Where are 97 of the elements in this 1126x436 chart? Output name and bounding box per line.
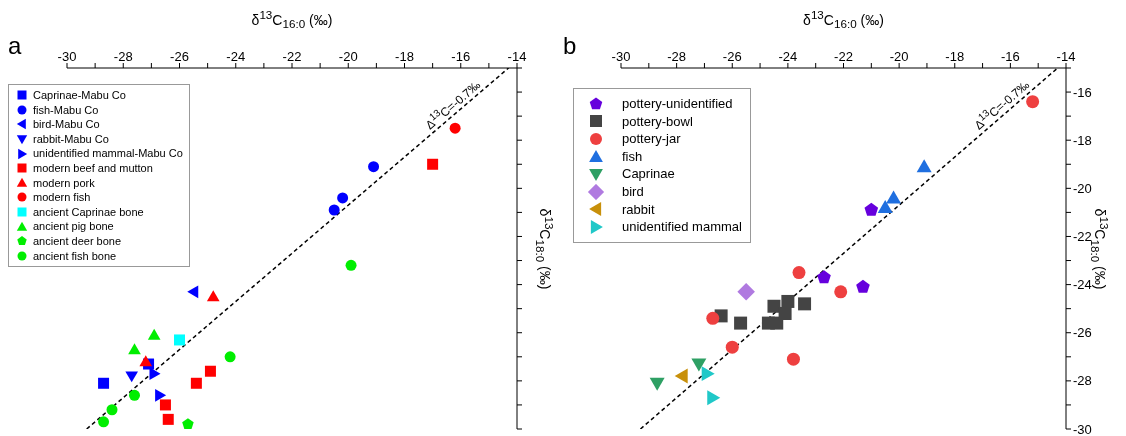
point: [767, 299, 781, 313]
legend-label: unidentified mammal: [622, 218, 742, 236]
x-tick-label: -26: [170, 49, 189, 64]
y-tick-label: -28: [1073, 373, 1092, 389]
point: [706, 311, 720, 325]
legend-label: pottery-unidentified: [622, 95, 733, 113]
x-tick-label: -30: [611, 49, 631, 64]
legend-label: ancient Caprinae bone: [33, 204, 144, 220]
point: [187, 285, 199, 299]
point: [427, 158, 439, 170]
point: [834, 285, 848, 299]
point: [737, 283, 755, 301]
x-tick-label: -22: [282, 49, 302, 64]
legend-label: Caprinae: [622, 165, 675, 183]
chart-title: a: [8, 32, 22, 60]
x-axis-title: δ$^{13}$C$_{16:0}$ (‰): [802, 8, 885, 31]
point: [734, 316, 748, 330]
legend-label: ancient pig bone: [33, 219, 114, 234]
point: [864, 202, 879, 216]
x-tick-label: -28: [113, 49, 133, 64]
y-tick-label: -26: [1073, 325, 1092, 341]
point: [916, 159, 932, 173]
point: [206, 290, 220, 302]
point: [155, 388, 167, 402]
legend-label: bird: [622, 182, 644, 201]
legend-label: modern beef and mutton: [33, 160, 153, 176]
point: [786, 352, 800, 366]
y-tick-label: -16: [1073, 84, 1092, 100]
point: [147, 328, 161, 340]
point: [106, 404, 118, 416]
point: [856, 279, 870, 293]
point: [159, 399, 171, 411]
x-tick-label: -18: [945, 49, 965, 64]
x-axis-title: δ$^{13}$C$_{16:0}$ (‰): [250, 8, 334, 31]
legend-label: fish: [622, 147, 643, 166]
legend-label: pottery-bowl: [622, 112, 693, 131]
legend-label: unidentified mammal-Mabu Co: [33, 146, 183, 161]
point: [368, 161, 380, 173]
y-tick-label: -20: [1073, 180, 1092, 196]
point: [817, 270, 831, 284]
point: [886, 190, 902, 204]
point: [337, 192, 349, 204]
point: [781, 294, 795, 308]
point: [174, 334, 185, 346]
point: [204, 365, 216, 377]
x-tick-label: -20: [338, 49, 358, 64]
chart-title: b: [563, 32, 577, 60]
point: [98, 377, 110, 389]
legend-label: pottery-jar: [622, 130, 681, 148]
x-tick-label: -20: [889, 49, 909, 64]
point: [129, 389, 140, 401]
x-tick-label: -26: [722, 49, 742, 64]
point: [792, 266, 806, 280]
point: [707, 390, 721, 406]
point: [798, 297, 812, 311]
point: [224, 351, 236, 363]
x-tick-label: -28: [667, 49, 687, 64]
point: [770, 316, 784, 330]
point: [98, 416, 110, 428]
point: [125, 371, 139, 383]
x-tick-label: -18: [395, 49, 414, 64]
point: [449, 122, 461, 134]
point: [649, 377, 665, 391]
point: [182, 418, 194, 429]
point: [877, 200, 893, 214]
point: [725, 340, 739, 354]
y-tick-label: -24: [1073, 277, 1092, 293]
x-tick-label: -30: [57, 49, 77, 64]
legend-label: Caprinae-Mabu Co: [33, 88, 126, 103]
point: [691, 358, 707, 372]
legend-label: fish-Mabu Co: [33, 102, 99, 118]
y-tick-label: -18: [1073, 132, 1092, 148]
x-tick-label: -14: [1056, 49, 1076, 64]
point: [162, 413, 174, 425]
point: [778, 306, 792, 320]
y-tick-label: -30: [1073, 421, 1092, 436]
y-tick-label: -22: [1073, 229, 1092, 245]
point: [139, 355, 153, 367]
point: [674, 368, 688, 384]
x-tick-label: -14: [507, 49, 527, 64]
point: [328, 204, 340, 216]
x-tick-label: -16: [1000, 49, 1020, 64]
point: [190, 377, 202, 389]
legend-label: ancient deer bone: [33, 233, 122, 249]
point: [345, 259, 357, 271]
legend-label: modern fish: [33, 190, 91, 205]
legend-label: ancient fish bone: [33, 248, 117, 264]
x-tick-label: -22: [834, 49, 853, 64]
point: [128, 343, 141, 355]
legend-label: rabbit: [622, 200, 655, 219]
point: [701, 366, 715, 382]
legend-label: rabbit-Mabu Co: [33, 131, 109, 147]
legend-label: modern pork: [33, 175, 95, 191]
x-tick-label: -24: [778, 49, 798, 64]
x-tick-label: -24: [226, 49, 246, 64]
x-tick-label: -16: [451, 49, 471, 64]
legend-label: bird-Mabu Co: [33, 117, 100, 132]
